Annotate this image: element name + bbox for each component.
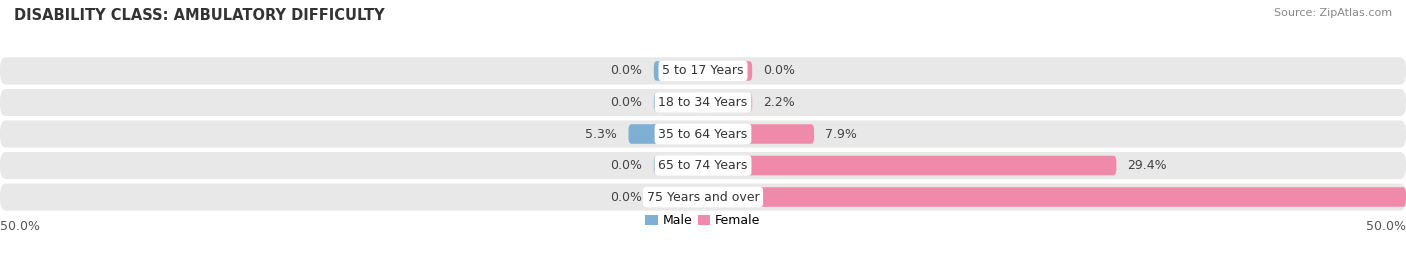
Text: 75 Years and over: 75 Years and over	[647, 191, 759, 204]
FancyBboxPatch shape	[654, 156, 703, 175]
Text: DISABILITY CLASS: AMBULATORY DIFFICULTY: DISABILITY CLASS: AMBULATORY DIFFICULTY	[14, 8, 385, 23]
FancyBboxPatch shape	[703, 187, 1406, 207]
FancyBboxPatch shape	[703, 124, 814, 144]
Text: 5 to 17 Years: 5 to 17 Years	[662, 64, 744, 77]
FancyBboxPatch shape	[654, 187, 703, 207]
Text: 5.3%: 5.3%	[585, 128, 617, 140]
FancyBboxPatch shape	[0, 152, 1406, 179]
FancyBboxPatch shape	[703, 156, 1116, 175]
Text: 29.4%: 29.4%	[1128, 159, 1167, 172]
Text: 2.2%: 2.2%	[763, 96, 796, 109]
Text: 0.0%: 0.0%	[610, 191, 643, 204]
Legend: Male, Female: Male, Female	[645, 214, 761, 227]
FancyBboxPatch shape	[703, 93, 752, 112]
Text: 35 to 64 Years: 35 to 64 Years	[658, 128, 748, 140]
Text: Source: ZipAtlas.com: Source: ZipAtlas.com	[1274, 8, 1392, 18]
FancyBboxPatch shape	[0, 89, 1406, 116]
Text: 65 to 74 Years: 65 to 74 Years	[658, 159, 748, 172]
Text: 0.0%: 0.0%	[610, 64, 643, 77]
FancyBboxPatch shape	[628, 124, 703, 144]
Text: 0.0%: 0.0%	[610, 96, 643, 109]
FancyBboxPatch shape	[654, 93, 703, 112]
Text: 18 to 34 Years: 18 to 34 Years	[658, 96, 748, 109]
FancyBboxPatch shape	[0, 57, 1406, 84]
FancyBboxPatch shape	[703, 61, 752, 81]
Text: 50.0%: 50.0%	[0, 220, 39, 233]
FancyBboxPatch shape	[0, 120, 1406, 148]
Text: 7.9%: 7.9%	[825, 128, 858, 140]
FancyBboxPatch shape	[0, 184, 1406, 211]
Text: 0.0%: 0.0%	[610, 159, 643, 172]
FancyBboxPatch shape	[654, 61, 703, 81]
Text: 50.0%: 50.0%	[1367, 220, 1406, 233]
Text: 0.0%: 0.0%	[763, 64, 796, 77]
